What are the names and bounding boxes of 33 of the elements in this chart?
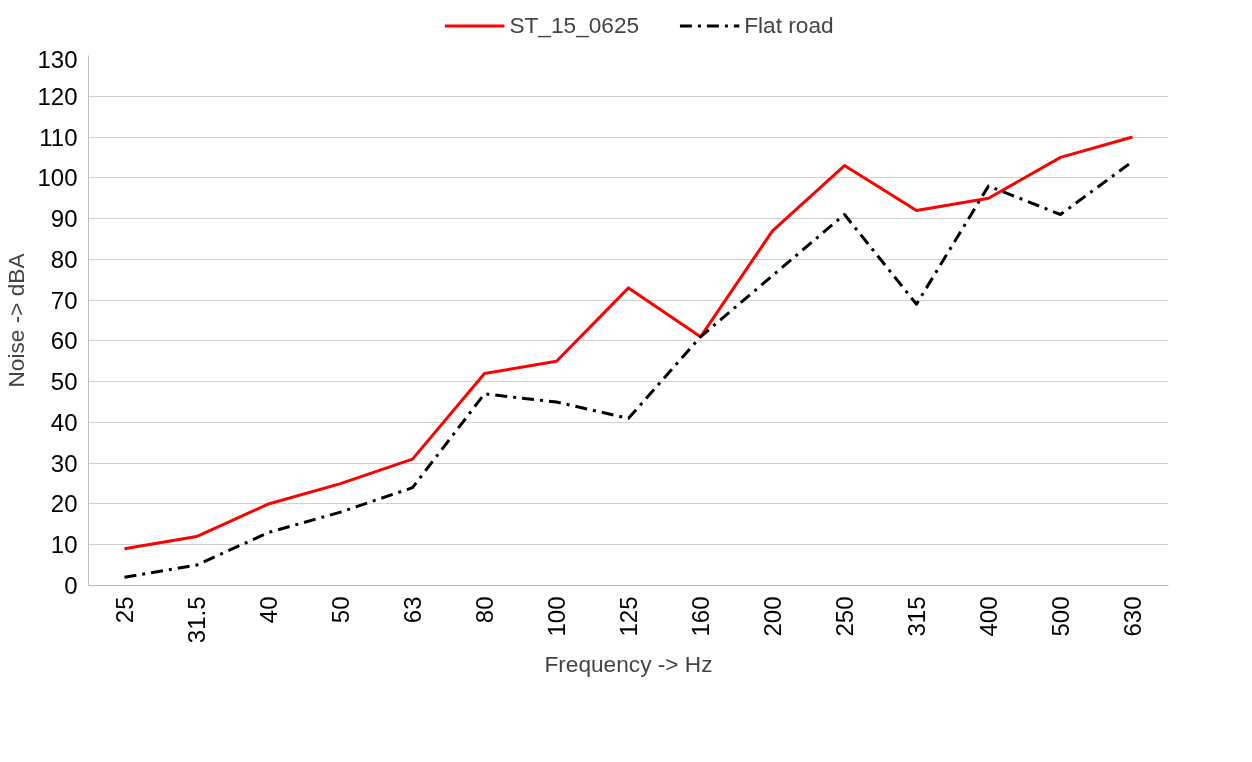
y-tick-label: 10 <box>50 531 78 559</box>
y-tick-label: 130 <box>37 45 78 73</box>
x-tick-label: 630 <box>1119 596 1146 637</box>
y-tick-label: 50 <box>50 368 78 396</box>
y-tick-label: 20 <box>50 490 78 518</box>
y-tick-label: 80 <box>50 245 78 273</box>
x-tick-label: 400 <box>975 596 1002 637</box>
y-tick-label: 120 <box>37 82 78 110</box>
x-tick-label: 500 <box>1047 596 1074 637</box>
x-tick-label: 80 <box>471 596 498 624</box>
y-tick-label: 40 <box>50 408 78 436</box>
y-tick-label: 30 <box>50 449 78 477</box>
x-tick-label: 100 <box>543 596 570 637</box>
x-tick-label: 50 <box>327 596 354 624</box>
x-tick-label: 63 <box>399 596 426 624</box>
legend-label: Flat road <box>744 11 834 39</box>
x-tick-label: 31.5 <box>183 596 210 644</box>
y-tick-label: 60 <box>50 327 78 355</box>
x-tick-label: 125 <box>615 596 642 637</box>
y-tick-label: 0 <box>64 572 78 599</box>
x-tick-label: 315 <box>903 596 930 637</box>
y-tick-label: 70 <box>50 286 78 314</box>
x-axis-title: Frequency -> Hz <box>544 651 713 678</box>
x-tick-label: 25 <box>111 596 138 624</box>
x-tick-label: 250 <box>831 596 858 637</box>
x-tick-label: 160 <box>687 596 714 637</box>
y-tick-label: 110 <box>39 123 78 151</box>
y-tick-label: 100 <box>37 164 78 192</box>
x-tick-label: 40 <box>255 596 282 624</box>
legend-label: ST_15_0625 <box>509 11 640 39</box>
x-tick-label: 200 <box>759 596 786 637</box>
y-tick-label: 90 <box>50 205 78 233</box>
y-axis-title: Noise -> dBA <box>3 252 30 388</box>
